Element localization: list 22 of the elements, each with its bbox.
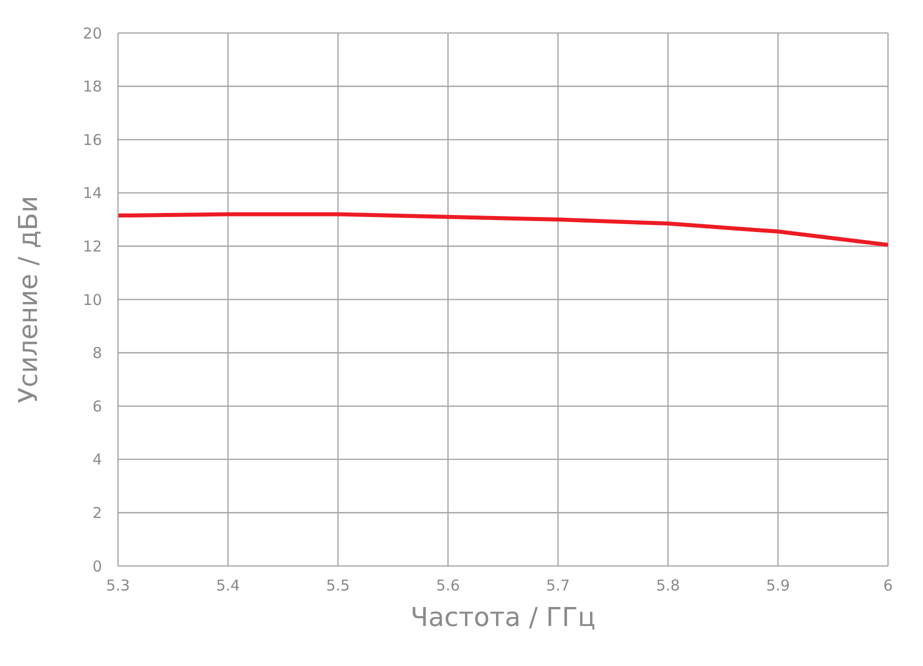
- y-tick-label: 8: [92, 344, 102, 362]
- x-tick-label: 5.3: [106, 576, 130, 595]
- y-tick-label: 4: [92, 450, 102, 469]
- x-tick-label: 5.6: [436, 576, 460, 595]
- x-tick-label: 5.8: [656, 576, 680, 595]
- x-tick-label: 5.4: [216, 576, 240, 595]
- y-tick-label: 14: [82, 184, 102, 202]
- y-tick-label: 16: [82, 130, 102, 149]
- y-tick-label: 10: [82, 290, 102, 309]
- x-tick-label: 6: [883, 576, 893, 595]
- y-tick-label: 0: [92, 557, 102, 576]
- x-tick-label: 5.9: [766, 576, 790, 595]
- y-tick-label: 20: [82, 24, 102, 42]
- y-tick-label: 18: [82, 78, 102, 96]
- x-axis-title: Частота / ГГц: [410, 603, 596, 633]
- x-tick-label: 5.5: [326, 576, 350, 595]
- y-tick-label: 12: [82, 238, 102, 256]
- y-tick-label: 2: [92, 504, 102, 522]
- y-axis-title: Усиление / дБи: [14, 196, 44, 404]
- x-tick-label: 5.7: [546, 576, 570, 595]
- line-series: [118, 212, 888, 247]
- y-tick-label: 6: [92, 397, 102, 416]
